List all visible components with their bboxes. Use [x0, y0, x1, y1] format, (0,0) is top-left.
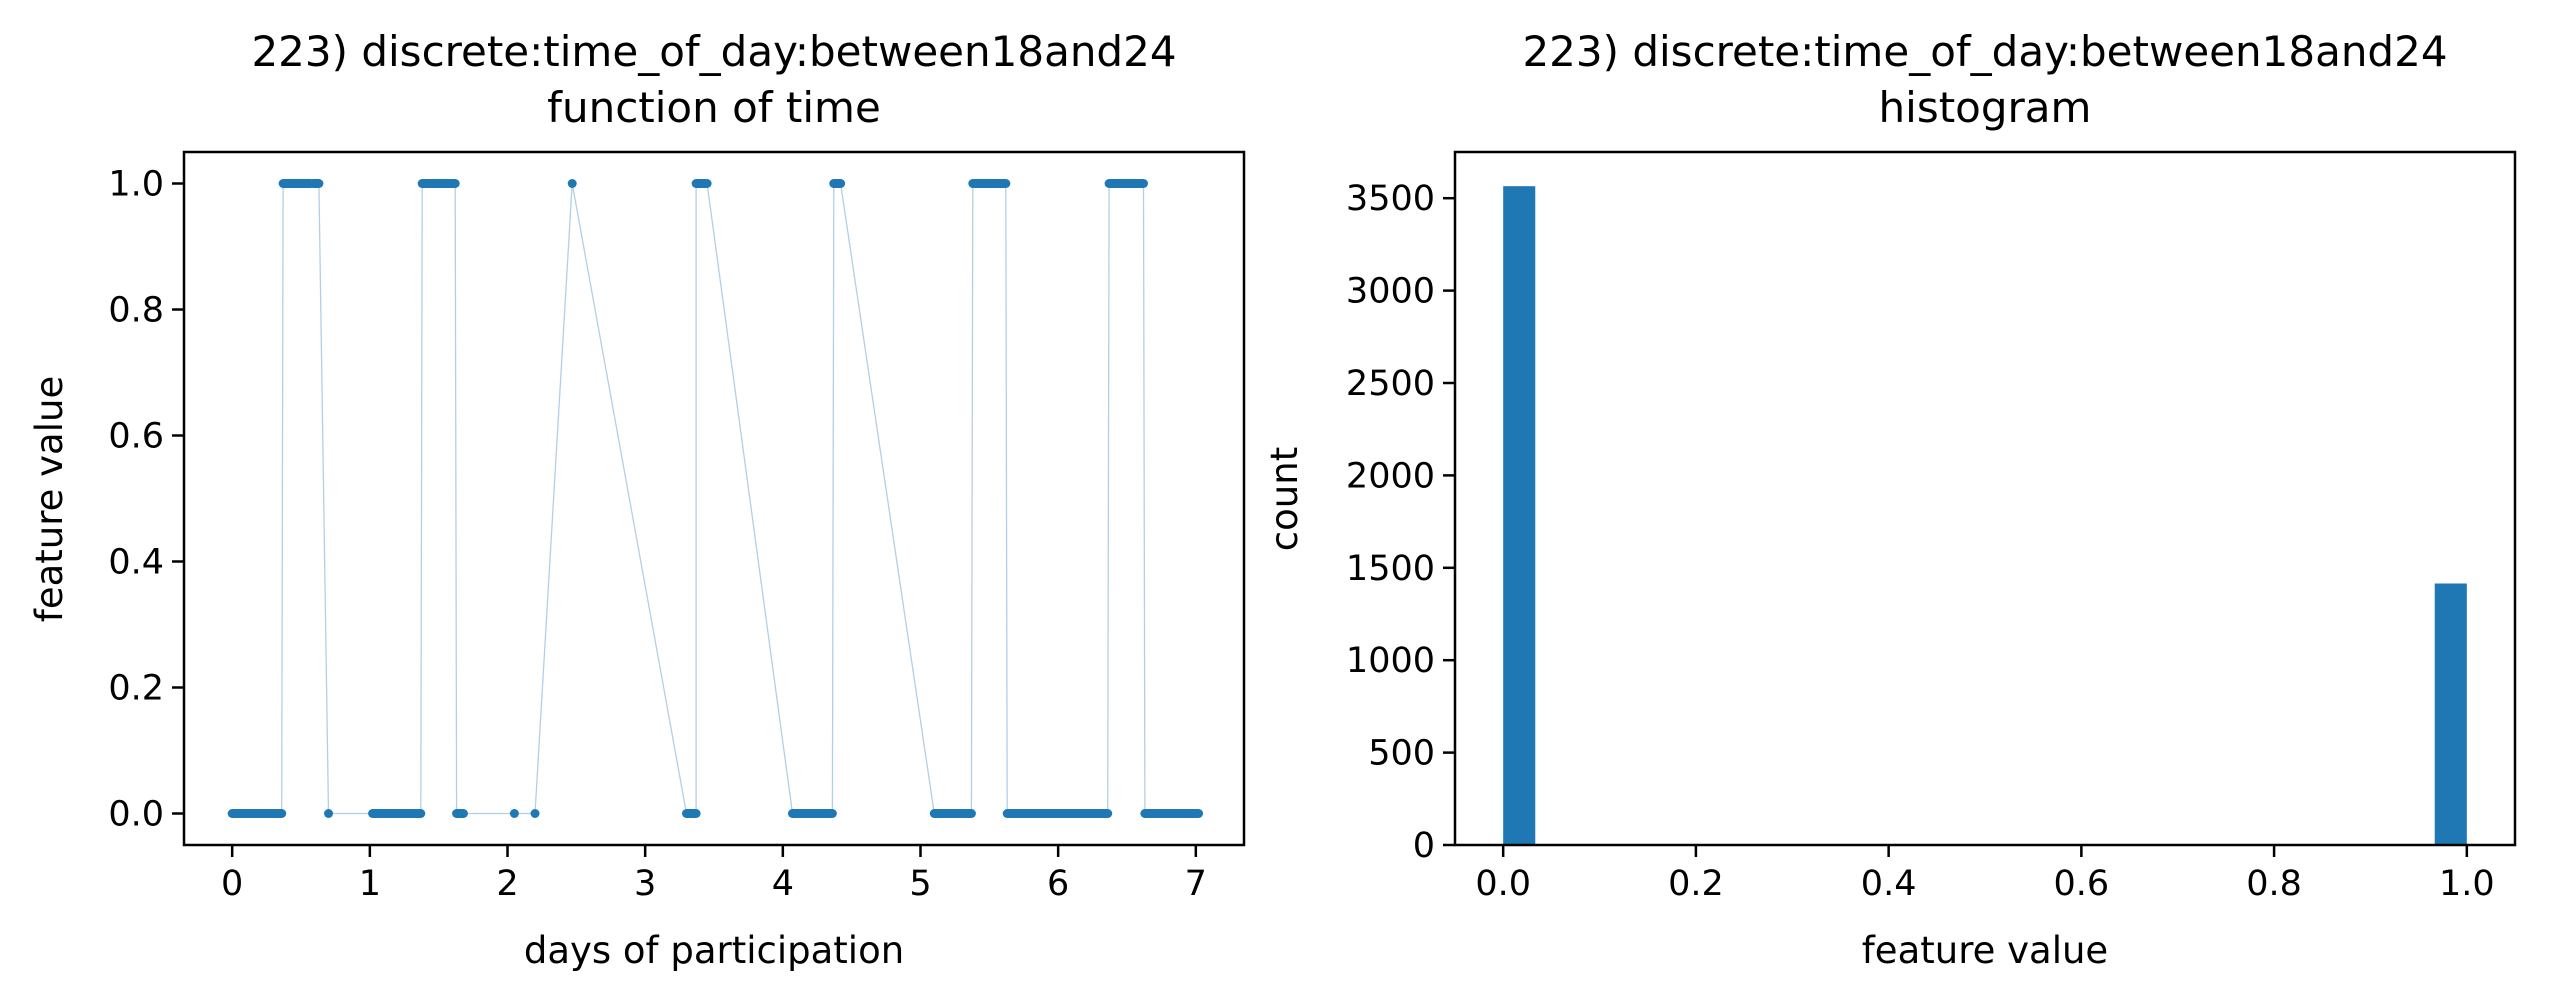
- y-tick-label: 0.6: [108, 417, 164, 457]
- histogram-panel: 223) discrete:time_of_day:between18and24…: [1263, 27, 2517, 972]
- time-series-panel: 223) discrete:time_of_day:between18and24…: [28, 27, 1246, 972]
- data-point-8: [530, 809, 540, 818]
- right-x-axis-label: feature value: [1862, 929, 2108, 972]
- right-chart-subtitle: histogram: [1879, 83, 2092, 132]
- right-plot-area: [1503, 186, 2467, 846]
- left-x-ticks: 0 1 2 3 4 5 6 7: [221, 845, 1207, 904]
- x-tick-label: 0.6: [2054, 864, 2110, 904]
- left-y-ticks: 0.0 0.2 0.4 0.6 0.8 1.0: [108, 165, 184, 835]
- data-point-9: [567, 179, 577, 188]
- y-tick-label: 0.4: [108, 543, 164, 583]
- x-tick-label: 1: [359, 864, 381, 904]
- x-tick-label: 5: [909, 864, 931, 904]
- y-tick-label: 0.0: [108, 795, 164, 835]
- left-axes-frame: [182, 150, 1246, 847]
- y-tick-label: 2000: [1346, 456, 1435, 496]
- x-tick-label: 0: [221, 864, 243, 904]
- x-tick-label: 0.2: [1668, 864, 1724, 904]
- left-plot-area: [227, 179, 1204, 818]
- y-tick-label: 1000: [1346, 641, 1435, 681]
- y-tick-label: 500: [1368, 734, 1435, 774]
- right-axes-frame: [1453, 150, 2517, 847]
- right-y-axis-label: count: [1263, 447, 1306, 551]
- x-tick-label: 6: [1047, 864, 1069, 904]
- x-tick-label: 7: [1185, 864, 1207, 904]
- y-tick-label: 0.2: [108, 669, 164, 709]
- y-tick-label: 2500: [1346, 364, 1435, 404]
- x-tick-label: 3: [634, 864, 656, 904]
- y-tick-label: 1.0: [108, 165, 164, 205]
- right-chart-title: 223) discrete:time_of_day:between18and24: [1522, 27, 2447, 76]
- y-tick-label: 1500: [1346, 549, 1435, 589]
- right-y-ticks: 0 500 1000 1500 2000 2500 3000 3500: [1346, 179, 1455, 866]
- left-x-axis-label: days of participation: [524, 929, 904, 972]
- data-point-7: [509, 809, 519, 818]
- left-chart-subtitle: function of time: [547, 83, 881, 132]
- x-tick-label: 0.8: [2246, 864, 2302, 904]
- x-tick-label: 1.0: [2439, 864, 2495, 904]
- data-point-3: [324, 809, 334, 818]
- y-tick-label: 0: [1413, 826, 1435, 866]
- histogram-bar-0: [1503, 186, 1536, 846]
- left-y-axis-label: feature value: [28, 376, 71, 622]
- x-tick-label: 4: [772, 864, 794, 904]
- x-tick-label: 0.0: [1475, 864, 1531, 904]
- left-chart-title: 223) discrete:time_of_day:between18and24: [251, 27, 1176, 76]
- y-tick-label: 3000: [1346, 272, 1435, 312]
- y-tick-label: 3500: [1346, 179, 1435, 219]
- x-tick-label: 2: [496, 864, 518, 904]
- histogram-bar-1: [2434, 583, 2467, 845]
- y-tick-label: 0.8: [108, 291, 164, 331]
- x-tick-label: 0.4: [1861, 864, 1917, 904]
- right-x-ticks: 0.0 0.2 0.4 0.6 0.8 1.0: [1475, 845, 2495, 904]
- series-line: [232, 182, 1199, 815]
